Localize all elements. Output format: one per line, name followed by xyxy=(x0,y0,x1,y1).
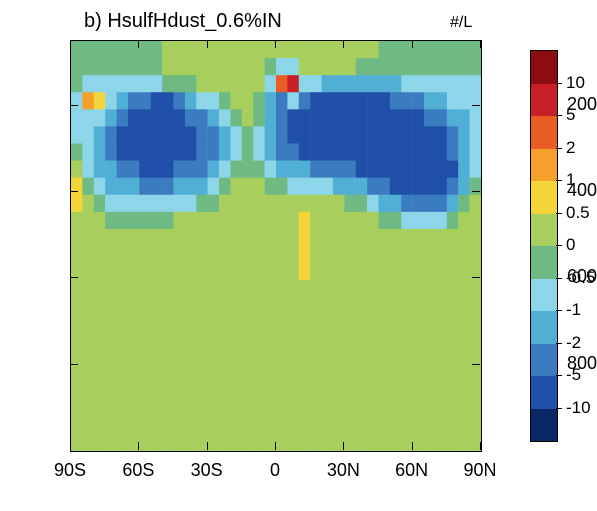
colorbar-label: -5 xyxy=(566,365,581,385)
xtick-mark xyxy=(70,40,71,48)
colorbar-label: -2 xyxy=(566,333,581,353)
colorbar-seg xyxy=(531,51,557,84)
colorbar-label: -1 xyxy=(566,300,581,320)
xtick-mark xyxy=(275,40,276,48)
colorbar-tick xyxy=(556,213,562,214)
colorbar-seg xyxy=(531,344,557,377)
colorbar-label: 0.5 xyxy=(566,203,590,223)
colorbar-seg xyxy=(531,246,557,279)
colorbar-tick xyxy=(556,343,562,344)
xtick-mark xyxy=(207,40,208,48)
xtick-mark xyxy=(70,442,71,450)
colorbar-seg xyxy=(531,409,557,442)
xtick-mark xyxy=(343,40,344,48)
colorbar-tick xyxy=(556,148,562,149)
ytick-mark xyxy=(70,191,78,192)
colorbar-seg xyxy=(531,84,557,117)
xtick-mark xyxy=(207,442,208,450)
xtick-label: 60N xyxy=(387,460,437,481)
colorbar-label: 2 xyxy=(566,138,575,158)
colorbar-tick xyxy=(556,115,562,116)
ytick-mark xyxy=(70,277,78,278)
colorbar-tick xyxy=(556,375,562,376)
ytick-mark xyxy=(472,364,480,365)
colorbar-tick xyxy=(556,245,562,246)
colorbar-label: 1 xyxy=(566,170,575,190)
unit-label: #/L xyxy=(450,14,472,32)
xtick-mark xyxy=(412,40,413,48)
colorbar-seg xyxy=(531,311,557,344)
xtick-mark xyxy=(480,40,481,48)
xtick-mark xyxy=(412,442,413,450)
xtick-label: 30S xyxy=(182,460,232,481)
colorbar-seg xyxy=(531,214,557,247)
colorbar-tick xyxy=(556,180,562,181)
colorbar-tick xyxy=(556,408,562,409)
xtick-label: 90S xyxy=(45,460,95,481)
ytick-mark xyxy=(472,191,480,192)
contour-svg xyxy=(71,41,481,451)
colorbar-label: 5 xyxy=(566,105,575,125)
colorbar-seg xyxy=(531,149,557,182)
colorbar-seg xyxy=(531,376,557,409)
plot-title: b) HsulfHdust_0.6%IN xyxy=(84,10,282,33)
colorbar-label: -10 xyxy=(566,398,591,418)
colorbar-label: 10 xyxy=(566,73,585,93)
xtick-label: 30N xyxy=(318,460,368,481)
plot-area xyxy=(70,40,482,452)
xtick-mark xyxy=(480,442,481,450)
colorbar-label: 0 xyxy=(566,235,575,255)
ytick-mark xyxy=(472,277,480,278)
colorbar-tick xyxy=(556,83,562,84)
colorbar-seg xyxy=(531,279,557,312)
xtick-mark xyxy=(138,442,139,450)
colorbar-tick xyxy=(556,310,562,311)
xtick-label: 90N xyxy=(455,460,505,481)
colorbar xyxy=(530,50,558,442)
ytick-mark xyxy=(70,364,78,365)
xtick-label: 0 xyxy=(250,460,300,481)
xtick-mark xyxy=(138,40,139,48)
colorbar-tick xyxy=(556,278,562,279)
xtick-label: 60S xyxy=(113,460,163,481)
xtick-mark xyxy=(343,442,344,450)
ytick-mark xyxy=(472,105,480,106)
colorbar-seg xyxy=(531,181,557,214)
colorbar-seg xyxy=(531,116,557,149)
colorbar-label: -0.5 xyxy=(566,268,595,288)
xtick-mark xyxy=(275,442,276,450)
ytick-mark xyxy=(70,105,78,106)
